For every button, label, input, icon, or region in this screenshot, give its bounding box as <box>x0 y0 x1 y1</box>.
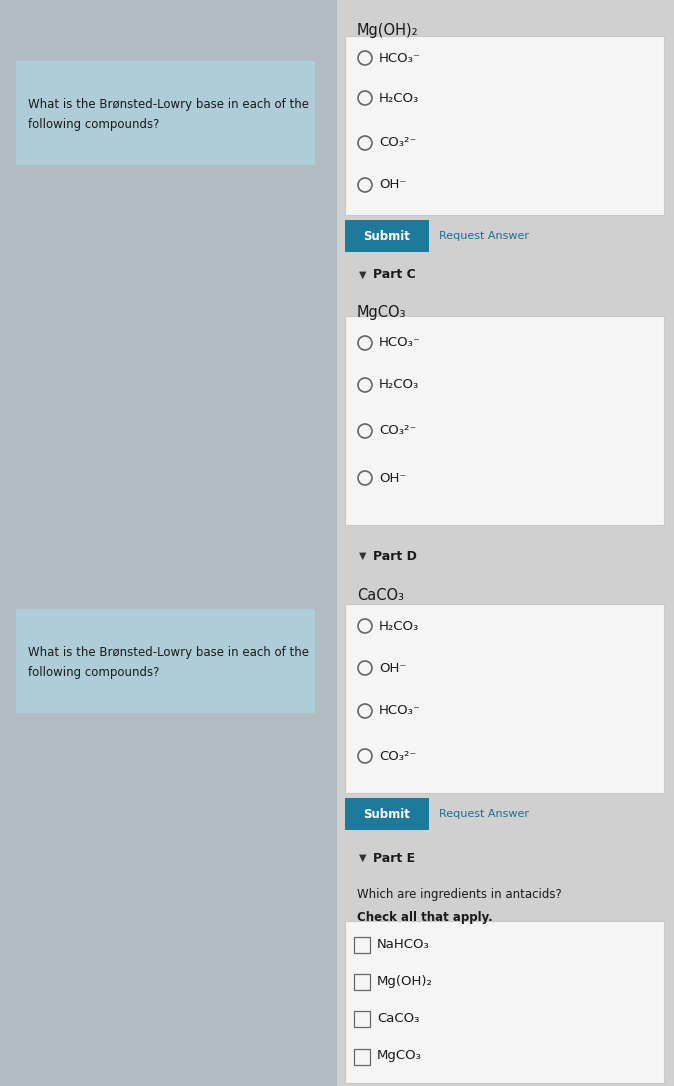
Text: MgCO₃: MgCO₃ <box>377 1049 422 1062</box>
FancyBboxPatch shape <box>16 61 315 165</box>
Text: following compounds?: following compounds? <box>28 118 159 131</box>
Text: CO₃²⁻: CO₃²⁻ <box>379 137 417 150</box>
Text: What is the Brønsted-Lowry base in each of the: What is the Brønsted-Lowry base in each … <box>28 98 309 111</box>
Text: Check all that apply.: Check all that apply. <box>357 911 493 924</box>
Text: HCO₃⁻: HCO₃⁻ <box>379 51 421 64</box>
Text: OH⁻: OH⁻ <box>379 471 406 484</box>
FancyBboxPatch shape <box>16 609 315 714</box>
Text: ▼: ▼ <box>359 853 367 863</box>
Text: ▼: ▼ <box>359 551 367 561</box>
FancyBboxPatch shape <box>354 974 370 990</box>
FancyBboxPatch shape <box>345 798 429 830</box>
Text: NaHCO₃: NaHCO₃ <box>377 937 430 950</box>
Text: OH⁻: OH⁻ <box>379 661 406 674</box>
Text: CaCO₃: CaCO₃ <box>377 1011 419 1024</box>
Text: HCO₃⁻: HCO₃⁻ <box>379 705 421 718</box>
Text: Submit: Submit <box>363 229 410 242</box>
Text: Request Answer: Request Answer <box>439 809 529 819</box>
FancyBboxPatch shape <box>354 1049 370 1065</box>
Text: CaCO₃: CaCO₃ <box>357 588 404 603</box>
FancyBboxPatch shape <box>345 604 664 793</box>
FancyBboxPatch shape <box>345 220 429 252</box>
Text: MgCO₃: MgCO₃ <box>357 305 406 320</box>
Text: HCO₃⁻: HCO₃⁻ <box>379 337 421 350</box>
Text: Request Answer: Request Answer <box>439 231 529 241</box>
FancyBboxPatch shape <box>345 36 664 215</box>
Text: CO₃²⁻: CO₃²⁻ <box>379 425 417 438</box>
Text: Mg(OH)₂: Mg(OH)₂ <box>377 974 433 987</box>
Text: Part C: Part C <box>373 268 416 281</box>
FancyBboxPatch shape <box>345 316 664 525</box>
Text: Part E: Part E <box>373 851 415 864</box>
Text: H₂CO₃: H₂CO₃ <box>379 91 419 104</box>
Text: Which are ingredients in antacids?: Which are ingredients in antacids? <box>357 888 561 901</box>
Text: CO₃²⁻: CO₃²⁻ <box>379 749 417 762</box>
Text: Mg(OH)₂: Mg(OH)₂ <box>357 23 419 38</box>
Text: OH⁻: OH⁻ <box>379 178 406 191</box>
FancyBboxPatch shape <box>345 921 664 1083</box>
FancyBboxPatch shape <box>354 1011 370 1027</box>
Text: H₂CO₃: H₂CO₃ <box>379 379 419 391</box>
Text: following compounds?: following compounds? <box>28 666 159 679</box>
Text: Submit: Submit <box>363 808 410 821</box>
Text: H₂CO₃: H₂CO₃ <box>379 619 419 632</box>
FancyBboxPatch shape <box>354 937 370 954</box>
Text: Part D: Part D <box>373 550 417 563</box>
Text: What is the Brønsted-Lowry base in each of the: What is the Brønsted-Lowry base in each … <box>28 646 309 659</box>
Text: ▼: ▼ <box>359 270 367 280</box>
